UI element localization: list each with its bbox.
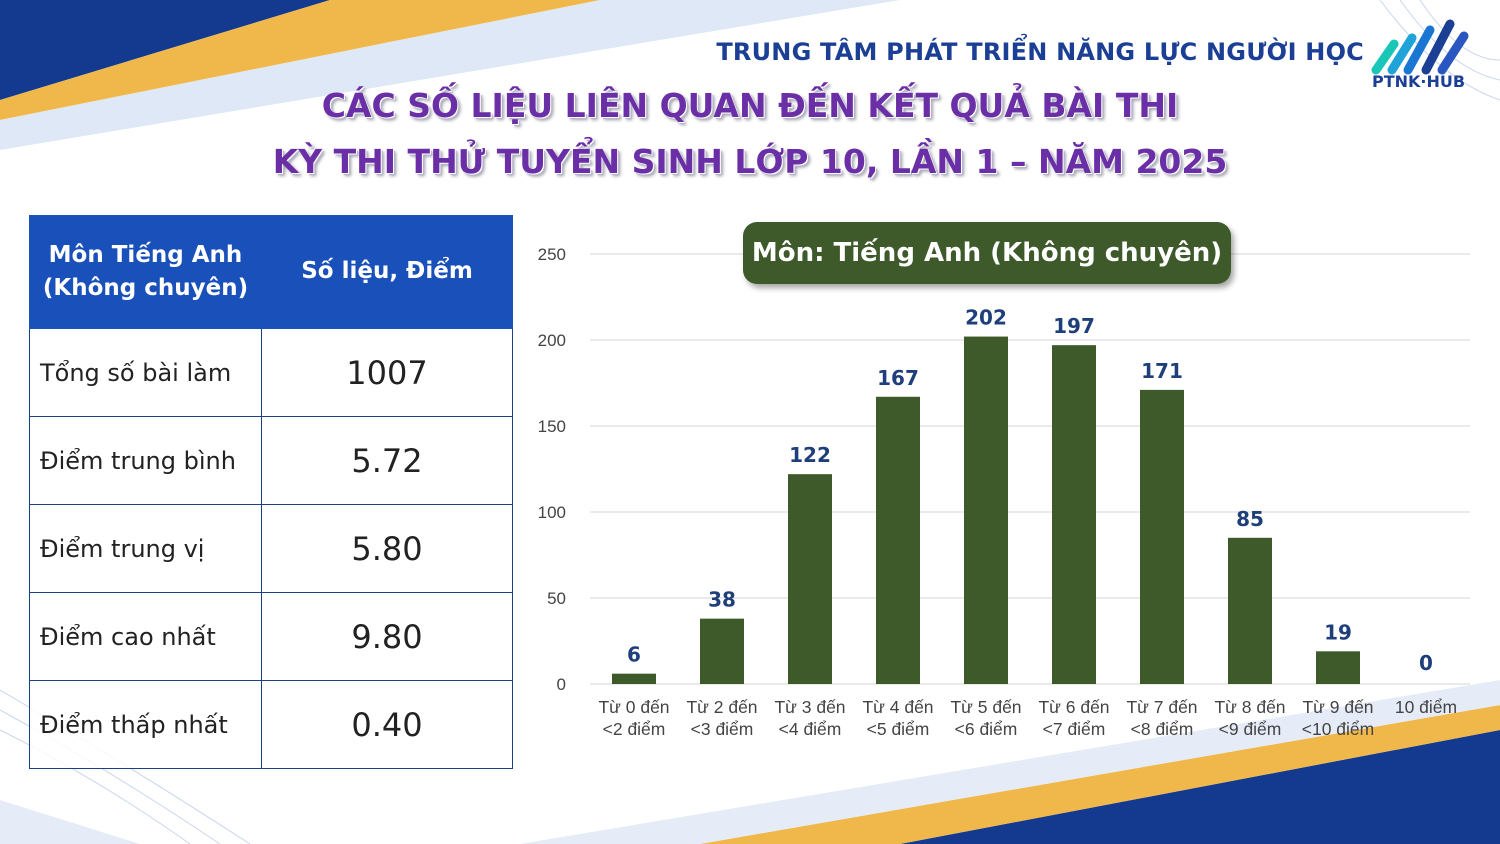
ptnk-hub-logo	[1371, 19, 1469, 75]
x-tick-label: <4 điểm	[779, 719, 842, 739]
row-value: 5.80	[261, 504, 513, 593]
subject-header-line-1: Môn Tiếng Anh	[48, 241, 243, 268]
data-label: 6	[627, 643, 641, 667]
x-tick-label: <6 điểm	[955, 719, 1018, 739]
x-tick-label: Từ 9 đến	[1302, 697, 1373, 717]
x-tick-label: Từ 2 đến	[686, 697, 757, 717]
y-tick-label: 250	[538, 245, 566, 264]
stats-table: Môn Tiếng Anh (Không chuyên) Số liệu, Đi…	[29, 215, 513, 769]
table-row: Điểm thấp nhất 0.40	[29, 680, 513, 769]
x-tick-label: 10 điểm	[1395, 697, 1457, 717]
data-label: 202	[965, 306, 1007, 330]
x-tick-label: Từ 7 đến	[1126, 697, 1197, 717]
main-title-line-2: KỲ THI THỬ TUYỂN SINH LỚP 10, LẦN 1 – NĂ…	[272, 142, 1228, 181]
bar	[612, 673, 656, 684]
x-tick-label: <3 điểm	[691, 719, 754, 739]
y-tick-label: 0	[557, 675, 566, 694]
y-tick-label: 50	[547, 589, 566, 608]
row-value: 9.80	[261, 592, 513, 681]
row-value: 1007	[261, 328, 513, 417]
x-tick-label: Từ 4 đến	[862, 697, 933, 717]
x-tick-label: <8 điểm	[1131, 719, 1194, 739]
bar	[964, 336, 1008, 684]
data-label: 19	[1324, 620, 1352, 644]
y-tick-label: 150	[538, 417, 566, 436]
stats-table-header: Môn Tiếng Anh (Không chuyên) Số liệu, Đi…	[29, 215, 513, 329]
row-label: Tổng số bài làm	[29, 328, 262, 417]
y-tick-label: 200	[538, 331, 566, 350]
row-value: 0.40	[261, 680, 513, 769]
value-header: Số liệu, Điểm	[261, 215, 513, 329]
organization-name: TRUNG TÂM PHÁT TRIỂN NĂNG LỰC NGƯỜI HỌC	[716, 38, 1364, 66]
bar	[876, 396, 920, 684]
bar	[1140, 389, 1184, 684]
bar-chart: 0 50 100 150 200 250 6 Từ 0 đến<2 điểm 38 Từ 2 đế…	[538, 245, 1470, 739]
bar	[1228, 537, 1272, 684]
logo-text: PTNK·HUB	[1372, 72, 1466, 91]
row-label: Điểm cao nhất	[29, 592, 262, 681]
subject-header-line-2: (Không chuyên)	[42, 275, 249, 301]
bar	[1052, 345, 1096, 684]
data-label: 38	[708, 588, 736, 612]
x-tick-label: <5 điểm	[867, 719, 930, 739]
subject-header: Môn Tiếng Anh (Không chuyên)	[29, 215, 262, 329]
table-row: Điểm trung vị 5.80	[29, 504, 513, 593]
data-label: 171	[1141, 359, 1183, 383]
data-label: 122	[789, 443, 831, 467]
x-tick-label: <9 điểm	[1219, 719, 1282, 739]
bar	[788, 474, 832, 684]
x-tick-label: <7 điểm	[1043, 719, 1106, 739]
chart-title: Môn: Tiếng Anh (Không chuyên)	[743, 222, 1231, 284]
y-tick-label: 100	[538, 503, 566, 522]
table-row: Điểm cao nhất 9.80	[29, 592, 513, 681]
data-label: 85	[1236, 507, 1264, 531]
bar	[1316, 651, 1360, 684]
x-tick-label: <2 điểm	[603, 719, 666, 739]
row-value: 5.72	[261, 416, 513, 505]
table-row: Tổng số bài làm 1007	[29, 328, 513, 417]
row-label: Điểm trung vị	[29, 504, 262, 593]
x-tick-label: Từ 8 đến	[1214, 697, 1285, 717]
bar	[700, 618, 744, 684]
data-label: 0	[1419, 651, 1433, 675]
main-title-line-1: CÁC SỐ LIỆU LIÊN QUAN ĐẾN KẾT QUẢ BÀI TH…	[321, 86, 1179, 125]
row-label: Điểm trung bình	[29, 416, 262, 505]
x-tick-label: Từ 6 đến	[1038, 697, 1109, 717]
x-tick-label: Từ 5 đến	[950, 697, 1021, 717]
x-tick-label: Từ 0 đến	[598, 697, 669, 717]
data-label: 197	[1053, 314, 1095, 338]
x-tick-label: Từ 3 đến	[774, 697, 845, 717]
x-tick-label: <10 điểm	[1302, 719, 1374, 739]
data-label: 167	[877, 366, 919, 390]
row-label: Điểm thấp nhất	[29, 680, 262, 769]
table-row: Điểm trung bình 5.72	[29, 416, 513, 505]
